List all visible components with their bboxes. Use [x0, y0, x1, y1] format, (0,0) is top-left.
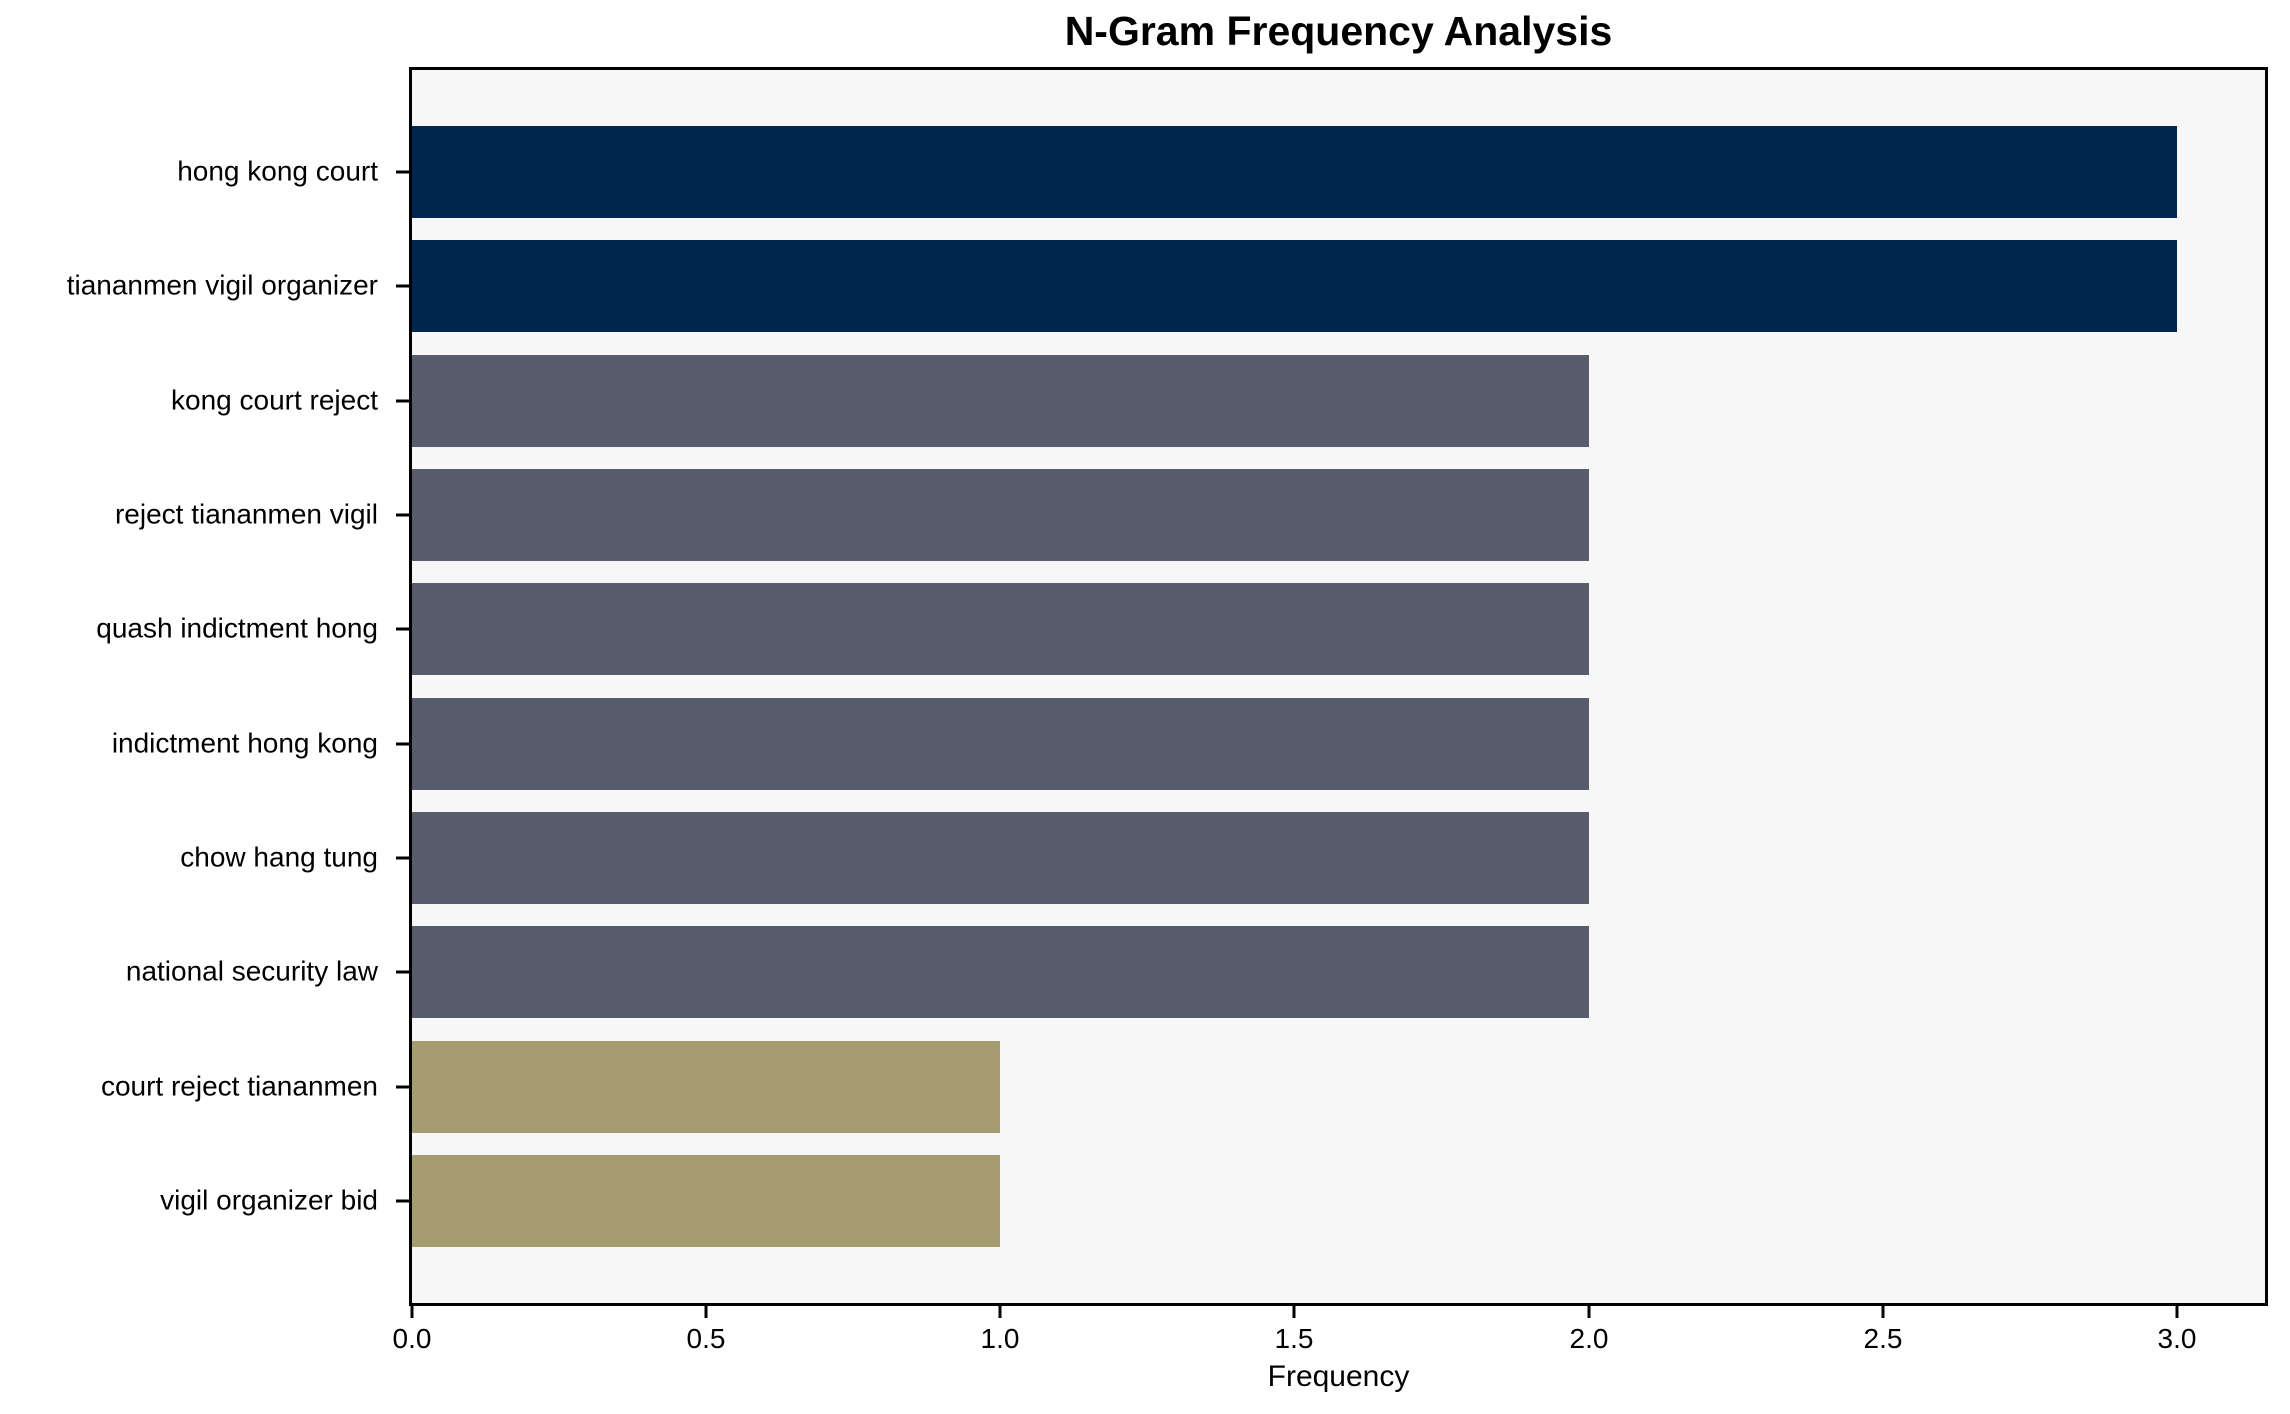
bar	[412, 1155, 1000, 1247]
x-tick-mark	[1587, 1303, 1591, 1318]
bar	[412, 126, 2177, 218]
y-tick-mark	[396, 1199, 409, 1203]
y-tick-mark	[396, 399, 409, 403]
x-tick-label: 1.5	[1274, 1323, 1314, 1354]
y-tick-label: hong kong court	[177, 155, 378, 187]
x-tick-mark	[410, 1303, 414, 1318]
y-tick-label: reject tiananmen vigil	[114, 498, 378, 530]
y-tick-mark	[396, 284, 409, 288]
y-tick-mark	[396, 742, 409, 746]
y-tick-label: court reject tiananmen	[100, 1070, 378, 1102]
chart-title: N-Gram Frequency Analysis	[1064, 8, 1613, 54]
bar	[412, 1041, 1000, 1133]
y-tick-mark	[396, 170, 409, 174]
y-tick-label: vigil organizer bid	[160, 1184, 378, 1216]
x-axis-title: Frequency	[1267, 1360, 1410, 1393]
y-tick-mark	[396, 970, 409, 974]
x-tick-label: 0.5	[686, 1323, 726, 1354]
x-tick-mark	[1881, 1303, 1885, 1318]
y-tick-mark	[396, 1085, 409, 1089]
x-tick-mark	[1292, 1303, 1296, 1318]
bar	[412, 812, 1589, 904]
y-tick-label: indictment hong kong	[111, 727, 378, 759]
bar	[412, 698, 1589, 790]
y-tick-mark	[396, 513, 409, 517]
bar	[412, 926, 1589, 1018]
x-tick-mark	[998, 1303, 1002, 1318]
x-tick-mark	[704, 1303, 708, 1318]
x-tick-label: 3.0	[2157, 1323, 2197, 1354]
y-tick-label: national security law	[125, 955, 378, 987]
x-tick-mark	[2175, 1303, 2179, 1318]
y-tick-mark	[396, 627, 409, 631]
plot-area	[409, 67, 2268, 1306]
x-tick-label: 2.5	[1863, 1323, 1903, 1354]
bar	[412, 240, 2177, 332]
y-tick-label: quash indictment hong	[96, 612, 378, 644]
y-tick-label: kong court reject	[171, 384, 378, 416]
x-tick-label: 1.0	[980, 1323, 1020, 1354]
y-tick-label: chow hang tung	[180, 841, 378, 873]
x-tick-label: 2.0	[1569, 1323, 1609, 1354]
bar	[412, 355, 1589, 447]
bar	[412, 469, 1589, 561]
bar	[412, 583, 1589, 675]
y-tick-mark	[396, 856, 409, 860]
x-tick-label: 0.0	[392, 1323, 432, 1354]
y-tick-label: tiananmen vigil organizer	[66, 269, 378, 301]
